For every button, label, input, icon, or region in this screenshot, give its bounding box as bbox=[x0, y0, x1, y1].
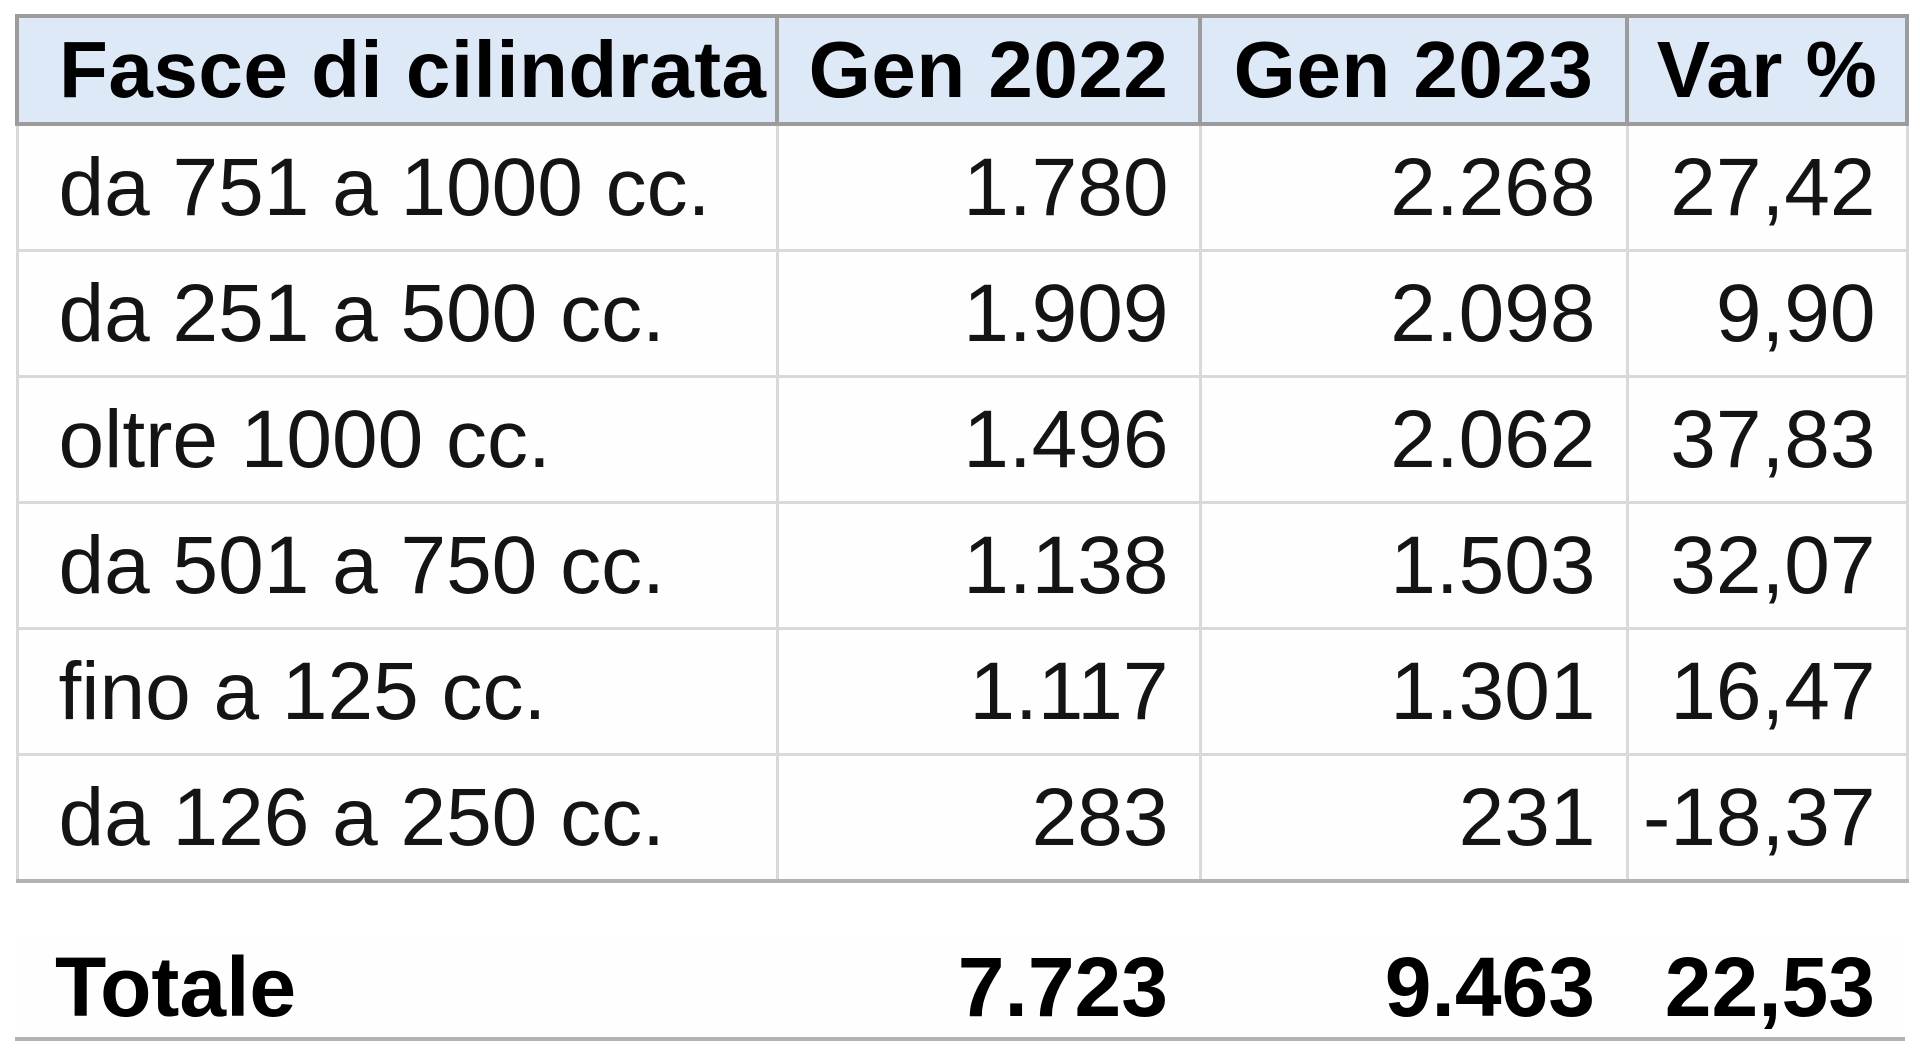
cell-gen-2023: 2.268 bbox=[1198, 122, 1629, 252]
table-row-6: da 126 a 250 cc. 283 231 -18,37 bbox=[15, 753, 1909, 883]
cell-gen-2022: 1.117 bbox=[775, 627, 1202, 756]
total-label: Totale bbox=[15, 937, 775, 1041]
table-row-1: da 751 a 1000 cc. 1.780 2.268 27,42 bbox=[15, 122, 1909, 252]
cell-fascia: da 126 a 250 cc. bbox=[15, 753, 779, 883]
total-gen-2022: 7.723 bbox=[775, 937, 1198, 1041]
cell-fascia: fino a 125 cc. bbox=[15, 627, 779, 756]
cell-gen-2022: 1.138 bbox=[775, 501, 1202, 630]
cell-gen-2022: 1.780 bbox=[775, 122, 1202, 252]
cell-var-pct: 37,83 bbox=[1625, 375, 1909, 504]
total-var-pct: 22,53 bbox=[1625, 937, 1905, 1041]
table-row-4: da 501 a 750 cc. 1.138 1.503 32,07 bbox=[15, 501, 1909, 630]
cell-gen-2022: 283 bbox=[775, 753, 1202, 883]
cell-gen-2023: 2.098 bbox=[1198, 249, 1629, 378]
cell-fascia: da 501 a 750 cc. bbox=[15, 501, 779, 630]
cilindrata-table: Fasce di cilindrata Gen 2022 Gen 2023 Va… bbox=[15, 14, 1909, 883]
cell-var-pct: 16,47 bbox=[1625, 627, 1909, 756]
cell-var-pct: -18,37 bbox=[1625, 753, 1909, 883]
header-var-pct: Var % bbox=[1625, 14, 1909, 126]
cell-gen-2023: 1.503 bbox=[1198, 501, 1629, 630]
cell-fascia: oltre 1000 cc. bbox=[15, 375, 779, 504]
header-gen-2022: Gen 2022 bbox=[775, 14, 1202, 126]
total-row-line: Totale 7.723 9.463 22,53 bbox=[15, 937, 1905, 1041]
cell-var-pct: 27,42 bbox=[1625, 122, 1909, 252]
cell-gen-2023: 231 bbox=[1198, 753, 1629, 883]
cell-var-pct: 9,90 bbox=[1625, 249, 1909, 378]
table-row-5: fino a 125 cc. 1.117 1.301 16,47 bbox=[15, 627, 1909, 756]
cell-gen-2022: 1.909 bbox=[775, 249, 1202, 378]
cell-fascia: da 751 a 1000 cc. bbox=[15, 122, 779, 252]
header-fasce-di-cilindrata: Fasce di cilindrata bbox=[15, 14, 779, 126]
cell-gen-2022: 1.496 bbox=[775, 375, 1202, 504]
cell-gen-2023: 2.062 bbox=[1198, 375, 1629, 504]
table-row-3: oltre 1000 cc. 1.496 2.062 37,83 bbox=[15, 375, 1909, 504]
cell-var-pct: 32,07 bbox=[1625, 501, 1909, 630]
cell-fascia: da 251 a 500 cc. bbox=[15, 249, 779, 378]
total-gen-2023: 9.463 bbox=[1198, 937, 1625, 1041]
total-row: Totale 7.723 9.463 22,53 bbox=[15, 937, 1905, 1041]
header-gen-2023: Gen 2023 bbox=[1198, 14, 1629, 126]
cell-gen-2023: 1.301 bbox=[1198, 627, 1629, 756]
table-row-2: da 251 a 500 cc. 1.909 2.098 9,90 bbox=[15, 249, 1909, 378]
header-row: Fasce di cilindrata Gen 2022 Gen 2023 Va… bbox=[15, 14, 1909, 126]
